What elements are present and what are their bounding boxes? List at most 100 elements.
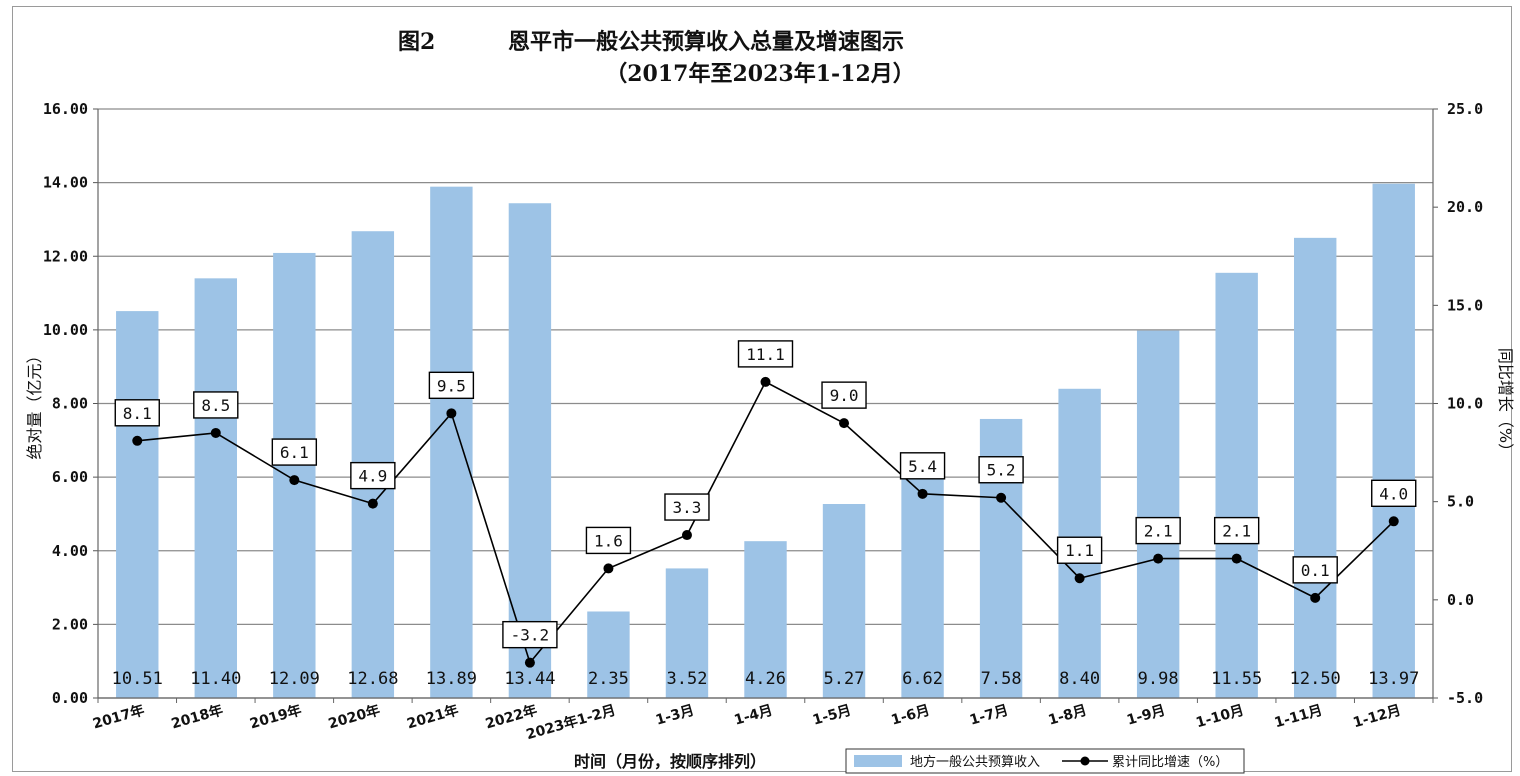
growth-label-box [114,399,160,427]
growth-label-box [978,456,1024,484]
growth-label: 6.1 [280,443,309,462]
growth-point [367,498,378,509]
x-category-label: 1-7月 [968,702,1010,728]
y-right-tick-label: 25.0 [1447,100,1483,118]
growth-point [760,376,771,387]
x-category-label: 1-4月 [732,702,774,728]
y-left-tick-label: 16.00 [43,100,88,118]
growth-label: 5.4 [908,457,937,476]
bar [194,278,237,698]
bar-value-label: 4.26 [745,669,786,689]
growth-point [996,492,1007,503]
growth-label: 8.5 [201,396,230,415]
y-right-tick-label: 0.0 [1447,591,1474,609]
growth-point [446,408,457,419]
growth-label-box [1135,516,1181,545]
bar-value-label: 6.62 [902,669,943,689]
growth-point [524,657,535,668]
y-left-tick-label: 4.00 [52,542,88,560]
y-left-tick-label: 0.00 [52,689,88,707]
growth-label-box [1213,516,1260,545]
growth-label: 2.1 [1222,522,1251,541]
bar [665,568,709,698]
y-right-tick-label: 5.0 [1447,493,1474,511]
y-left-axis-title: 绝对量（亿元） [25,347,44,459]
growth-label: 4.9 [358,467,387,486]
x-category-label: 2020年 [326,702,382,733]
x-category-label: 2021年 [405,702,461,733]
legend-box [845,748,1245,774]
bar-value-label: 12.09 [269,669,320,689]
y-left-tick-label: 8.00 [52,395,88,413]
bar-value-label: 13.89 [426,669,477,689]
legend-bar-label: 地方一般公共预算收入 [910,754,1040,770]
growth-point [603,563,614,574]
bar [116,311,159,698]
y-right-tick-label: 20.0 [1447,198,1483,216]
x-axis-title: 时间（月份，按顺序排列） [574,752,766,771]
growth-label: 9.0 [830,386,859,405]
growth-label: 3.3 [673,498,702,517]
y-left-tick-label: 2.00 [52,615,88,633]
growth-point [210,427,221,438]
bar-value-label: 3.52 [666,669,707,689]
bar [1372,183,1415,698]
growth-label-box [1292,556,1338,584]
x-category-label: 2023年1-2月 [524,702,617,744]
growth-label-box [1056,536,1103,564]
chart-frame [12,6,1512,772]
bar [1294,237,1337,698]
growth-point [917,488,928,499]
x-category-label: 2017年 [91,702,147,733]
growth-label: 5.2 [987,461,1016,480]
bar-value-label: 13.97 [1368,669,1419,689]
growth-label: 1.6 [594,531,623,550]
x-category-label: 2018年 [169,702,225,733]
growth-label-box [350,461,396,490]
bar-value-label: 7.58 [981,669,1022,689]
growth-point [681,530,692,541]
bar-value-label: 11.40 [190,669,241,689]
bar-value-label: 5.27 [824,669,865,689]
y-left-tick-label: 14.00 [43,174,88,192]
x-category-label: 1-11月 [1273,702,1325,731]
bar-value-label: 10.51 [112,669,163,689]
bar-value-label: 2.35 [588,669,629,689]
growth-point [1231,553,1242,564]
growth-point [1074,573,1085,584]
x-category-label: 1-9月 [1125,702,1167,728]
bar-value-label: 12.68 [347,669,398,689]
legend-line-marker [1080,756,1090,766]
growth-label-box [821,381,867,409]
growth-label-box [502,620,558,649]
figure-label: 图2 [398,29,436,55]
legend-line-label: 累计同比增速（%） [1112,755,1228,770]
y-right-tick-label: -5.0 [1447,689,1483,707]
bar-value-label: 8.40 [1059,669,1100,689]
growth-label-box [193,391,239,419]
growth-label-box [428,371,475,400]
growth-point [839,418,850,429]
bar [1215,272,1258,698]
bar-value-label: 11.55 [1211,669,1262,689]
growth-label-box [1371,479,1417,507]
growth-label: 2.1 [1144,522,1173,541]
bar-value-label: 9.98 [1138,669,1179,689]
growth-label: 4.0 [1379,484,1408,503]
bar-value-label: 13.44 [504,669,555,689]
growth-label: 9.5 [437,376,466,395]
y-right-axis-title: 同比增长（%） [1496,348,1515,459]
bar [587,611,630,698]
growth-label-box [664,493,710,521]
growth-label: -3.2 [511,626,550,645]
x-category-label: 2019年 [248,702,304,733]
x-category-label: 1-8月 [1047,702,1089,728]
bar [822,503,866,698]
growth-label: 11.1 [746,345,785,364]
growth-label-box [737,340,794,368]
growth-label-box [271,438,318,466]
growth-label-box [899,452,946,480]
x-category-label: 1-5月 [811,702,853,728]
growth-label-box [585,526,632,555]
